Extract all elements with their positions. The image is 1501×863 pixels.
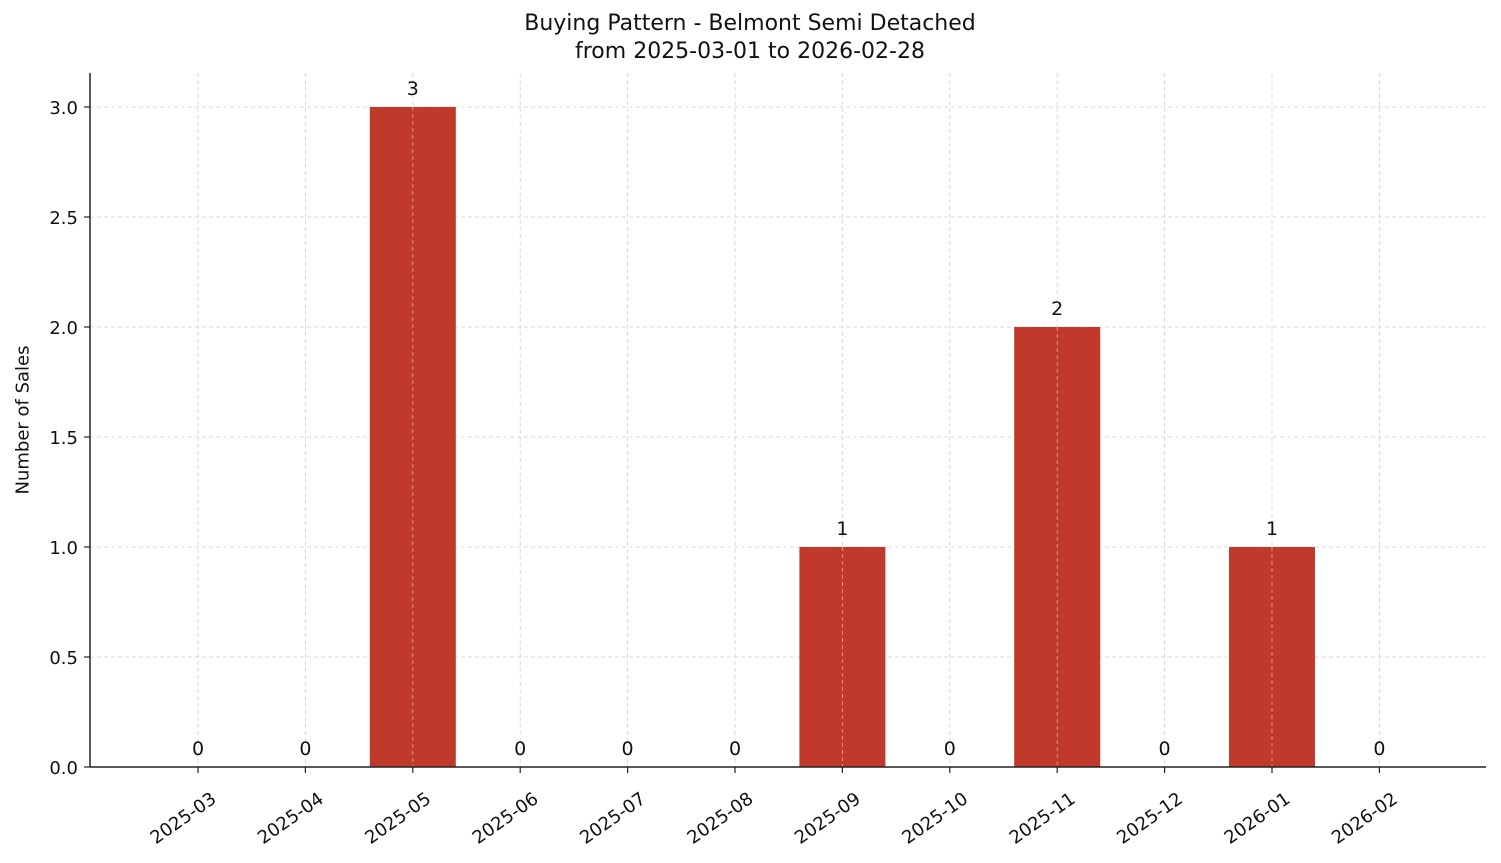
chart-title: Buying Pattern - Belmont Semi Detached <box>524 11 976 36</box>
y-tick-label: 3.0 <box>49 98 78 119</box>
bar-value-label: 3 <box>407 78 419 100</box>
x-tick-label: 2025-03 <box>147 788 221 848</box>
x-tick-label: 2026-01 <box>1221 788 1295 848</box>
x-tick-label: 2025-08 <box>684 788 758 848</box>
x-tick-label: 2025-12 <box>1113 788 1187 848</box>
x-tick-label: 2025-07 <box>576 788 650 848</box>
bar-value-label: 0 <box>192 738 204 760</box>
bar-value-label: 1 <box>836 518 848 540</box>
y-axis-ticks: 0.0 0.5 1.0 1.5 2.0 2.5 3.0 <box>49 98 90 779</box>
x-tick-label: 2025-11 <box>1006 788 1080 848</box>
y-tick-label: 0.0 <box>49 758 78 779</box>
bar <box>1229 547 1315 767</box>
x-tick-label: 2025-04 <box>254 788 328 848</box>
x-tick-label: 2025-06 <box>469 788 543 848</box>
chart-title-block: Buying Pattern - Belmont Semi Detached f… <box>0 10 1501 66</box>
y-tick-label: 1.0 <box>49 538 78 559</box>
x-tick-label: 2025-10 <box>898 788 972 848</box>
bar-value-label: 1 <box>1266 518 1278 540</box>
x-axis-ticks: 2025-03 2025-04 2025-05 2025-06 2025-07 2025-… <box>147 767 1402 849</box>
bar-value-label: 0 <box>622 738 634 760</box>
bar-value-label: 0 <box>944 738 956 760</box>
gridlines <box>90 73 1486 767</box>
bar-value-label: 0 <box>1373 738 1385 760</box>
chart-subtitle: from 2025-03-01 to 2026-02-28 <box>575 39 925 64</box>
x-tick-label: 2026-02 <box>1328 788 1402 848</box>
x-tick-label: 2025-05 <box>361 788 435 848</box>
bar-value-labels: 0 0 3 0 0 0 1 0 2 0 1 0 <box>192 78 1385 760</box>
y-tick-label: 2.5 <box>49 208 78 229</box>
bars <box>369 107 1315 767</box>
y-tick-label: 0.5 <box>49 648 78 669</box>
x-tick-label: 2025-09 <box>791 788 865 848</box>
y-tick-label: 1.5 <box>49 428 78 449</box>
bar-value-label: 0 <box>1159 738 1171 760</box>
bar-value-label: 0 <box>514 738 526 760</box>
y-tick-label: 2.0 <box>49 318 78 339</box>
bar-value-label: 0 <box>299 738 311 760</box>
bar <box>799 547 886 767</box>
bar-value-label: 0 <box>729 738 741 760</box>
bar-value-label: 2 <box>1051 298 1063 320</box>
axes <box>89 73 1486 768</box>
